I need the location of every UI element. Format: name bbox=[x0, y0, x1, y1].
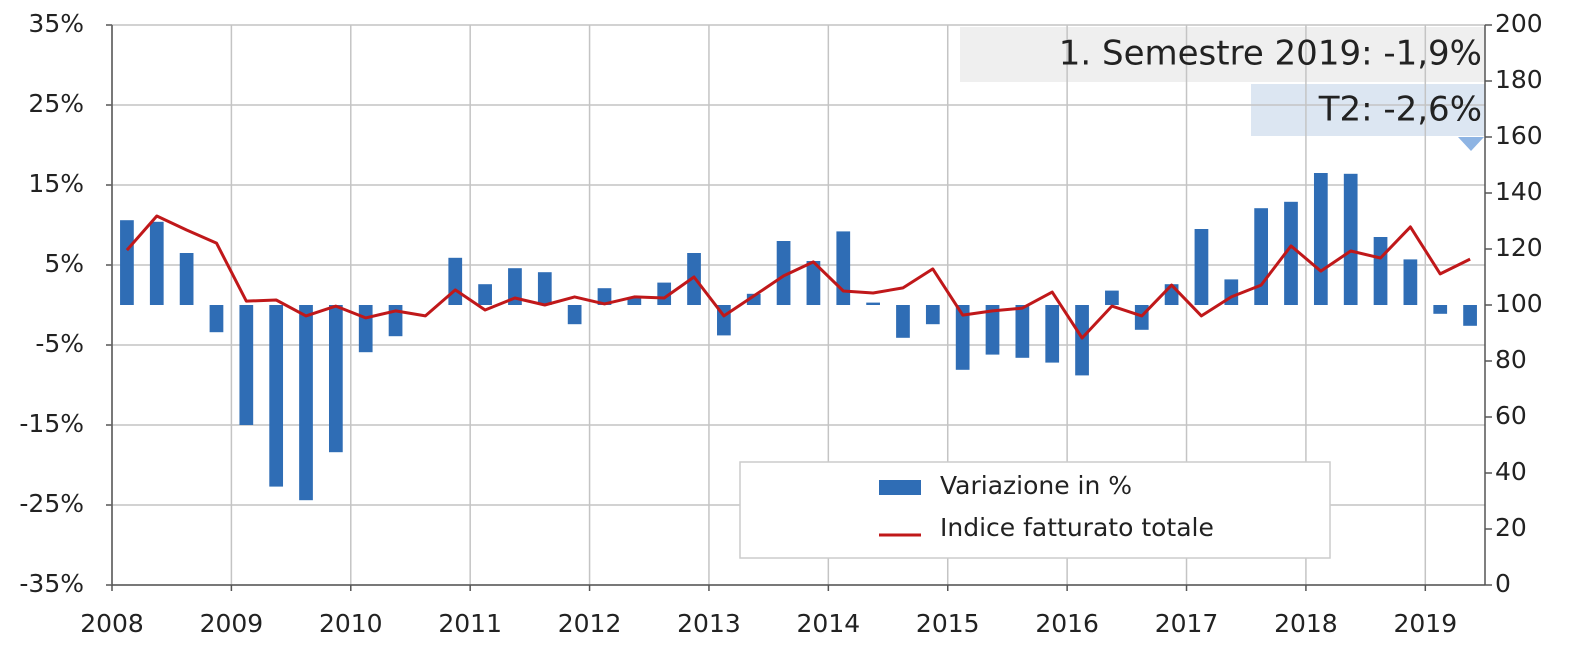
y2-tick-label: 100 bbox=[1495, 289, 1543, 318]
y-tick-label: 35% bbox=[28, 9, 84, 38]
legend-box bbox=[739, 461, 1331, 559]
bar bbox=[1463, 305, 1477, 326]
bar bbox=[1373, 237, 1388, 305]
bar bbox=[866, 302, 880, 305]
bar bbox=[985, 305, 1000, 355]
bar bbox=[1313, 173, 1328, 305]
x-tick-label: 2009 bbox=[200, 609, 264, 638]
y2-tick-label: 60 bbox=[1495, 401, 1527, 430]
bar bbox=[1075, 305, 1089, 376]
bar bbox=[776, 241, 791, 305]
bar bbox=[1343, 173, 1358, 305]
bar bbox=[1134, 305, 1149, 330]
bar bbox=[657, 282, 672, 305]
legend-label: Indice fatturato totale bbox=[940, 513, 1214, 542]
bar bbox=[896, 305, 910, 338]
bar bbox=[1045, 305, 1060, 363]
bar bbox=[836, 231, 851, 305]
bar bbox=[955, 305, 970, 370]
bar bbox=[1433, 305, 1448, 314]
bar bbox=[1194, 229, 1209, 305]
bar bbox=[567, 305, 582, 325]
annotation-pointer bbox=[1458, 137, 1484, 151]
bar bbox=[925, 305, 940, 325]
x-tick-label: 2018 bbox=[1274, 609, 1338, 638]
x-tick-label: 2012 bbox=[558, 609, 622, 638]
annotation: T2: -2,6% bbox=[1318, 90, 1482, 130]
annotation-box bbox=[1251, 84, 1485, 136]
y2-tick-label: 80 bbox=[1495, 345, 1527, 374]
bar bbox=[746, 293, 761, 305]
y-tick-label: -35% bbox=[19, 569, 84, 598]
y-tick-label: 15% bbox=[28, 169, 84, 198]
y-tick-label: 25% bbox=[28, 89, 84, 118]
y2-tick-label: 160 bbox=[1495, 121, 1543, 150]
x-tick-label: 2017 bbox=[1155, 609, 1219, 638]
y-tick-label: -5% bbox=[35, 329, 84, 358]
y2-tick-label: 200 bbox=[1495, 9, 1543, 38]
bar bbox=[478, 284, 492, 305]
legend-label: Variazione in % bbox=[940, 471, 1132, 500]
bar bbox=[209, 305, 224, 333]
bar bbox=[149, 221, 164, 305]
bar bbox=[448, 257, 463, 305]
x-tick-label: 2019 bbox=[1393, 609, 1457, 638]
bar bbox=[597, 288, 612, 305]
bar bbox=[627, 297, 642, 305]
y2-tick-label: 20 bbox=[1495, 513, 1527, 542]
y2-tick-label: 120 bbox=[1495, 233, 1543, 262]
bar bbox=[1403, 259, 1418, 305]
x-tick-label: 2010 bbox=[319, 609, 383, 638]
x-tick-label: 2008 bbox=[80, 609, 144, 638]
bar bbox=[269, 305, 284, 487]
bar bbox=[537, 272, 552, 305]
bar bbox=[1284, 201, 1298, 305]
y2-tick-label: 40 bbox=[1495, 457, 1527, 486]
bar bbox=[239, 305, 254, 425]
x-tick-label: 2016 bbox=[1035, 609, 1099, 638]
y2-tick-label: 180 bbox=[1495, 65, 1543, 94]
y-tick-label: 5% bbox=[44, 249, 84, 278]
annotation-box bbox=[960, 27, 1485, 82]
bar bbox=[328, 305, 343, 453]
y-tick-label: -25% bbox=[19, 489, 84, 518]
line bbox=[125, 214, 1471, 340]
y2-tick-label: 140 bbox=[1495, 177, 1543, 206]
bar bbox=[806, 261, 821, 305]
bar bbox=[1164, 284, 1179, 305]
bar bbox=[179, 253, 194, 305]
legend-swatch bbox=[879, 480, 921, 495]
bar bbox=[299, 305, 313, 501]
bar bbox=[358, 305, 373, 353]
y2-tick-label: 0 bbox=[1495, 569, 1511, 598]
bar bbox=[508, 268, 522, 305]
x-tick-label: 2013 bbox=[677, 609, 741, 638]
x-tick-label: 2015 bbox=[916, 609, 980, 638]
x-tick-label: 2014 bbox=[797, 609, 861, 638]
annotation: 1. Semestre 2019: -1,9% bbox=[1059, 34, 1482, 74]
bar bbox=[1015, 305, 1030, 358]
x-tick-label: 2011 bbox=[438, 609, 502, 638]
bar bbox=[120, 220, 134, 305]
bar bbox=[1105, 290, 1119, 305]
y-tick-label: -15% bbox=[19, 409, 84, 438]
bar bbox=[1254, 208, 1269, 305]
